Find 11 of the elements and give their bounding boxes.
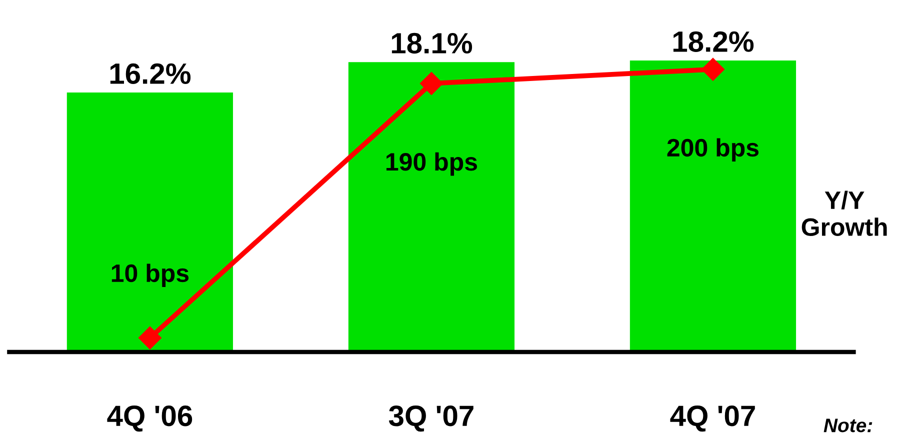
x-tick-label: 4Q '06 <box>107 406 192 432</box>
text: Note: <box>824 418 872 432</box>
data-label: 18.1% <box>392 32 472 54</box>
data-label: 10 bps <box>112 264 189 288</box>
annotation: Y/Y Growth <box>802 190 887 236</box>
data-label: 16.2% <box>110 63 191 84</box>
data-label: 200 bps <box>667 138 759 162</box>
data-label: 18.2% <box>673 31 754 52</box>
x-tick-label: 4Q '07 <box>670 406 755 432</box>
data-label: 190 bps <box>386 152 477 176</box>
x-tick-label: 3Q '07 <box>388 406 474 432</box>
